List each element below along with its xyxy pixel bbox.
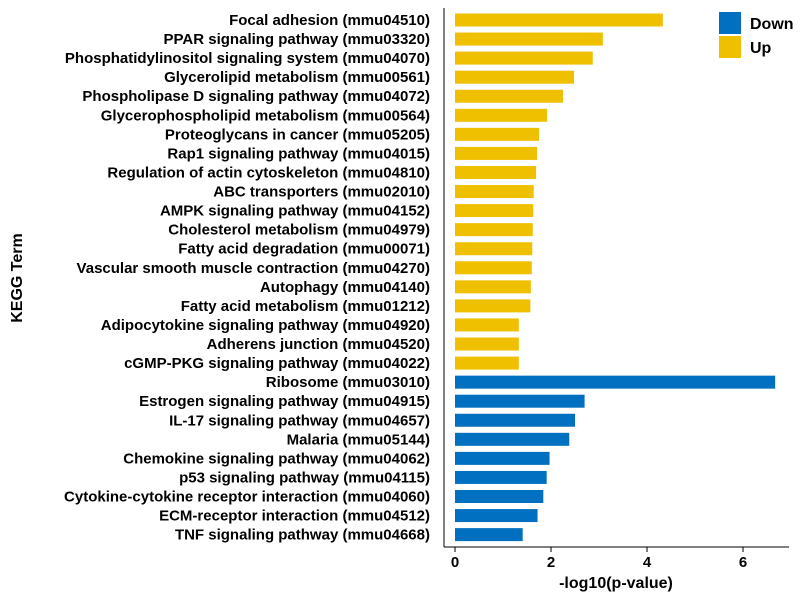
y-tick-label: Rap1 signaling pathway (mmu04015) bbox=[167, 145, 430, 162]
y-tick-label: Adipocytokine signaling pathway (mmu0492… bbox=[101, 317, 430, 334]
x-tick-label: 4 bbox=[643, 554, 652, 571]
y-tick-label: Glycerophospholipid metabolism (mmu00564… bbox=[101, 107, 430, 124]
bar bbox=[455, 13, 663, 27]
bar bbox=[455, 432, 570, 446]
y-tick-label: Adherens junction (mmu04520) bbox=[207, 336, 430, 353]
legend: Down Up bbox=[719, 12, 794, 58]
y-tick-label: p53 signaling pathway (mmu04115) bbox=[179, 469, 430, 486]
y-tick-label: Fatty acid degradation (mmu00071) bbox=[178, 241, 430, 258]
y-tick-label: TNF signaling pathway (mmu04668) bbox=[175, 527, 430, 544]
x-tick-label: 6 bbox=[739, 554, 747, 571]
legend-label-up: Up bbox=[750, 40, 772, 57]
bars bbox=[455, 13, 776, 542]
y-tick-label: AMPK signaling pathway (mmu04152) bbox=[160, 203, 430, 220]
y-tick-label: Regulation of actin cytoskeleton (mmu048… bbox=[107, 164, 430, 181]
bar bbox=[455, 528, 523, 542]
bar bbox=[455, 394, 585, 408]
y-tick-label: Ribosome (mmu03010) bbox=[266, 374, 430, 391]
y-tick-label: Chemokine signaling pathway (mmu04062) bbox=[123, 450, 430, 467]
y-tick-label: Autophagy (mmu04140) bbox=[260, 279, 430, 296]
y-tick-label: Cholesterol metabolism (mmu04979) bbox=[168, 222, 430, 239]
legend-swatch-up bbox=[719, 36, 741, 58]
bar bbox=[455, 413, 575, 427]
x-tick-label: 0 bbox=[451, 554, 459, 571]
y-tick-label: PPAR signaling pathway (mmu03320) bbox=[164, 31, 430, 48]
y-tick-label: Fatty acid metabolism (mmu01212) bbox=[181, 298, 430, 315]
bar bbox=[455, 127, 539, 141]
bar bbox=[455, 51, 593, 65]
y-tick-label: Vascular smooth muscle contraction (mmu0… bbox=[77, 260, 430, 277]
bar bbox=[455, 490, 544, 503]
bar bbox=[455, 356, 519, 370]
y-tick-label: Proteoglycans in cancer (mmu05205) bbox=[165, 126, 430, 143]
bar bbox=[455, 32, 603, 46]
bar bbox=[455, 337, 519, 351]
bar bbox=[455, 261, 532, 275]
y-tick-label: ABC transporters (mmu02010) bbox=[213, 184, 430, 201]
bar bbox=[455, 318, 519, 332]
y-tick-label: Cytokine-cytokine receptor interaction (… bbox=[64, 489, 430, 506]
legend-label-down: Down bbox=[750, 16, 794, 33]
y-axis-title: KEGG Term bbox=[9, 233, 26, 323]
x-axis-title: -log10(p-value) bbox=[559, 575, 673, 592]
bar bbox=[455, 242, 533, 256]
y-tick-label: IL-17 signaling pathway (mmu04657) bbox=[169, 412, 430, 429]
y-tick-label: Phospholipase D signaling pathway (mmu04… bbox=[82, 88, 430, 105]
bar bbox=[455, 470, 547, 484]
bar bbox=[455, 280, 531, 294]
y-tick-label: Phosphatidylinositol signaling system (m… bbox=[65, 50, 430, 67]
y-tick-label: Malaria (mmu05144) bbox=[287, 431, 430, 448]
bar bbox=[455, 146, 538, 160]
bar bbox=[455, 204, 534, 218]
bar bbox=[455, 223, 533, 237]
y-tick-label: Glycerolipid metabolism (mmu00561) bbox=[164, 69, 430, 86]
y-tick-label: Estrogen signaling pathway (mmu04915) bbox=[139, 393, 430, 410]
y-tick-label: cGMP-PKG signaling pathway (mmu04022) bbox=[124, 355, 430, 372]
bar bbox=[455, 299, 531, 313]
x-tick-label: 2 bbox=[547, 554, 555, 571]
bar bbox=[455, 89, 563, 103]
y-tick-labels: Focal adhesion (mmu04510) PPAR signaling … bbox=[64, 12, 430, 544]
bar bbox=[455, 165, 537, 179]
y-tick-label: ECM-receptor interaction (mmu04512) bbox=[159, 508, 430, 525]
y-tick-label: Focal adhesion (mmu04510) bbox=[229, 12, 430, 29]
bar bbox=[455, 451, 550, 465]
bar bbox=[455, 185, 534, 199]
bar bbox=[455, 509, 538, 523]
bar bbox=[455, 108, 548, 122]
bar bbox=[455, 70, 575, 84]
x-ticks: 0 2 4 6 bbox=[451, 547, 747, 571]
bar bbox=[455, 375, 776, 389]
legend-swatch-down bbox=[719, 12, 741, 34]
